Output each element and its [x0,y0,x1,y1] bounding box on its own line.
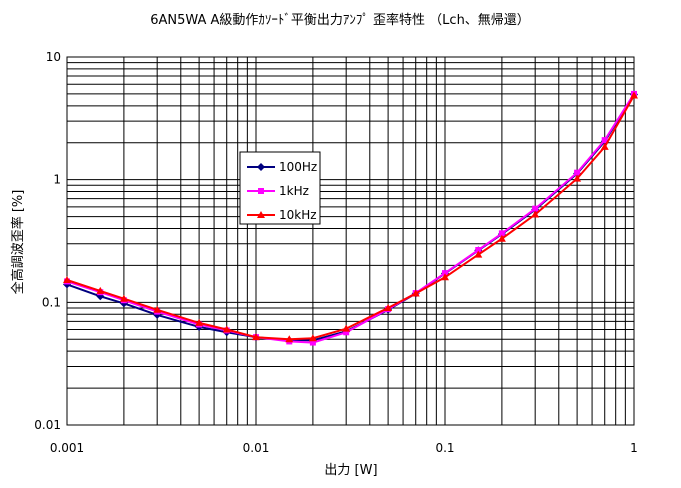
data-point [630,91,638,99]
x-tick-label: 0.1 [435,441,454,455]
data-point [497,234,506,242]
legend-item: 1kHz [247,184,309,198]
legend-box [239,151,321,225]
data-point [153,305,162,313]
legend-item: 100Hz [247,160,317,174]
legend-marker [257,211,265,218]
legend-label: 100Hz [279,160,317,174]
x-tick-label: 0.01 [243,441,270,455]
data-point [573,174,582,182]
y-tick-label: 1 [53,173,61,187]
data-point [195,318,204,326]
x-axis-label: 出力 [W] [324,463,377,478]
y-tick-label: 0.01 [34,418,61,432]
y-tick-label: 0.1 [42,295,61,309]
data-point [63,276,71,284]
data-point [441,273,449,281]
legend-marker [258,188,264,194]
data-point [442,270,448,277]
data-point [475,247,482,254]
legend-label: 10kHz [279,208,317,222]
x-tick-label: 1 [630,441,638,455]
y-tick-label: 10 [46,50,61,64]
data-point [96,286,105,294]
legend-label: 1kHz [279,184,309,198]
data-point [601,137,608,144]
data-point [252,333,260,341]
tick-labels: 0.001 0.01 0.1 1 0.01 0.1 1 10 [34,50,638,455]
data-point [309,339,316,346]
data-point [343,329,350,336]
data-point [600,142,609,150]
legend: 100Hz 1kHz 10kHz [239,151,321,225]
y-axis-label: 全高調波歪率 [%] [10,190,26,295]
legend-item: 10kHz [247,208,317,222]
plot-frame [66,56,635,426]
x-tick-label: 0.001 [50,441,84,455]
data-point [285,335,294,343]
data-point [342,324,351,332]
data-point [531,210,540,218]
data-point [498,230,505,237]
data-point [119,294,128,302]
data-point [411,289,420,297]
grid-lines [67,57,634,425]
series-10kHz [63,91,638,343]
series-layer [63,90,638,346]
legend-marker [257,163,265,171]
chart-title: 6AN5WA A級動作ｶｿｰﾄﾞ平衡出力ｱﾝﾌﾟ 歪率特性 （Lch、無帰還） [150,12,530,28]
plot-background [67,57,634,425]
data-point [474,250,483,258]
data-point [384,303,393,311]
data-point [574,169,581,176]
data-point [308,334,317,342]
data-point [532,205,539,212]
data-point [222,325,231,333]
plot-area [67,57,634,425]
